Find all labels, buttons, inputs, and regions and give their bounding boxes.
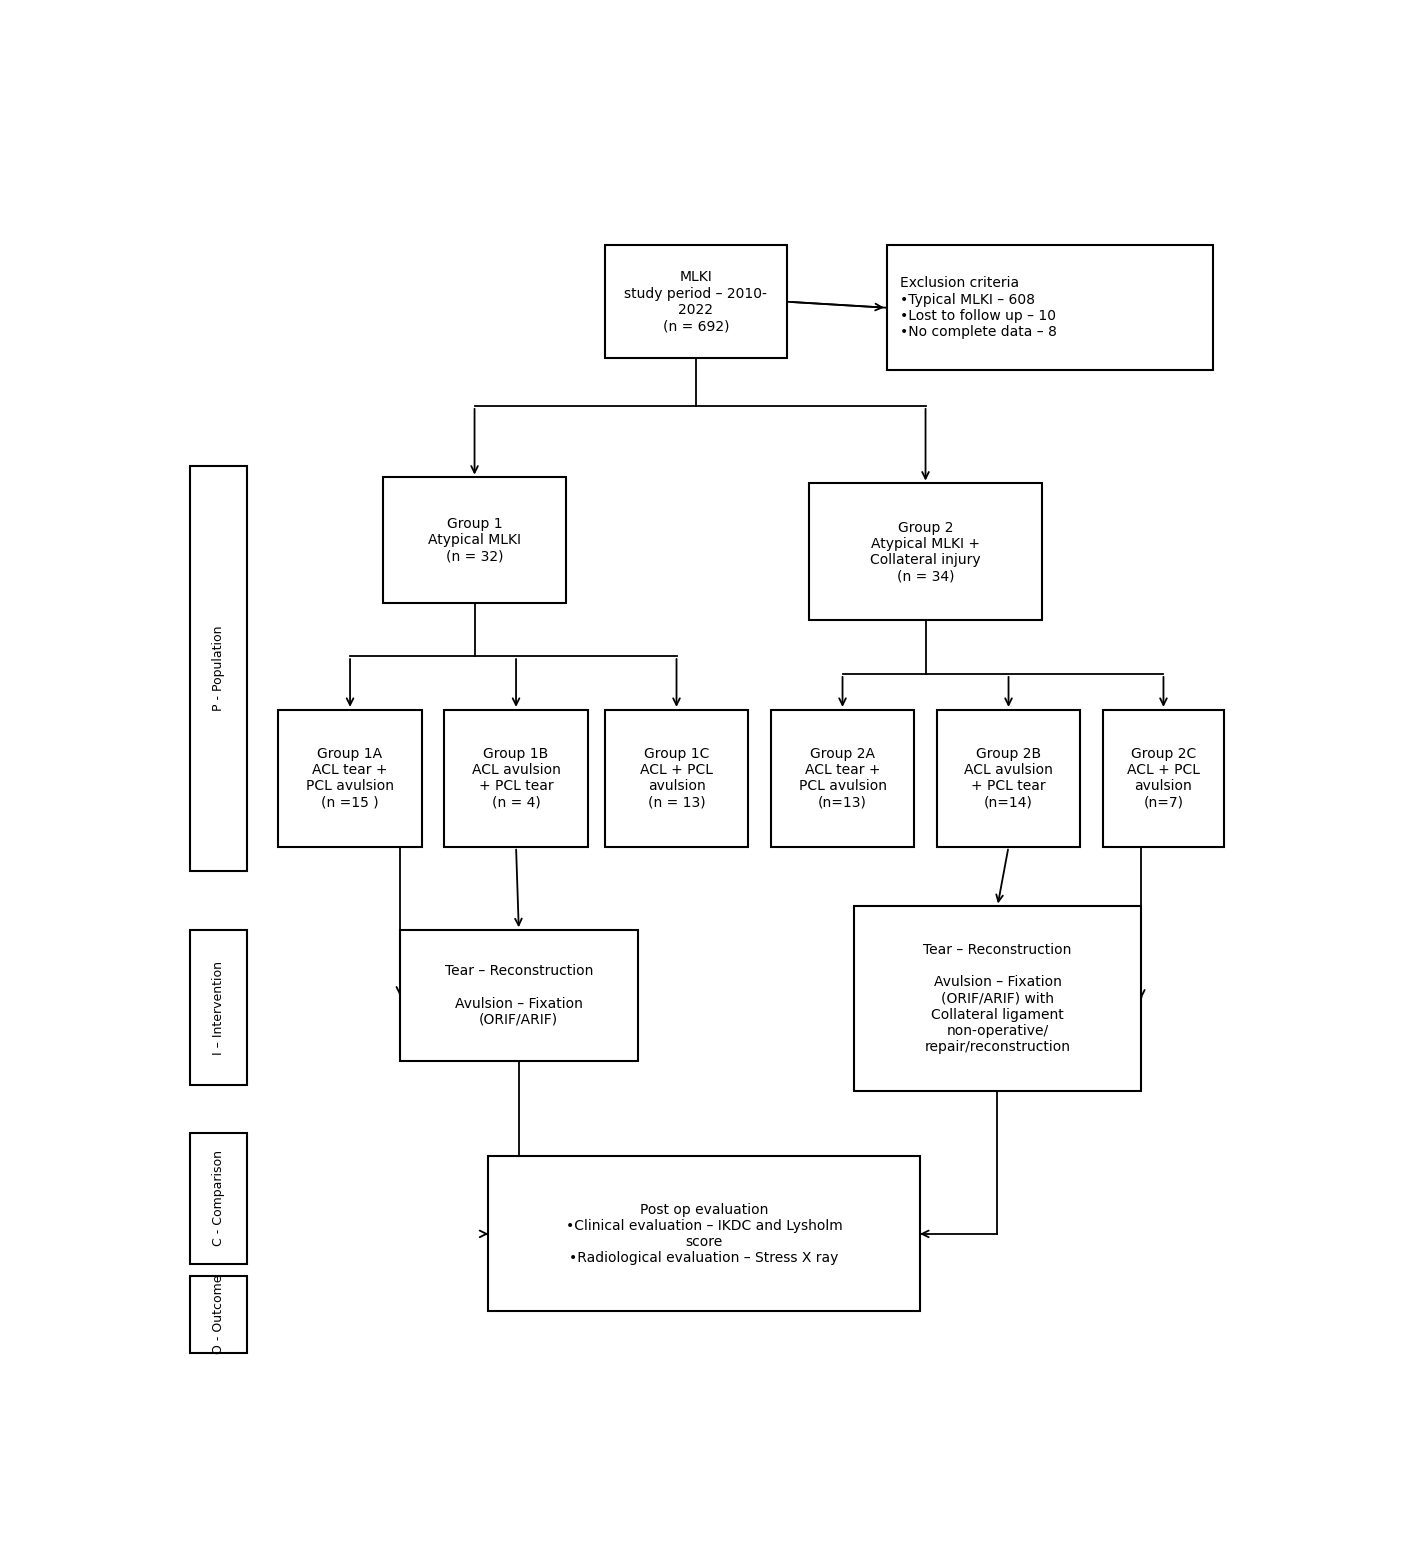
FancyBboxPatch shape: [810, 483, 1041, 620]
Text: Group 2A
ACL tear +
PCL avulsion
(n=13): Group 2A ACL tear + PCL avulsion (n=13): [798, 747, 887, 809]
FancyBboxPatch shape: [604, 710, 748, 846]
Text: O - Outcome: O - Outcome: [211, 1275, 224, 1354]
FancyBboxPatch shape: [771, 710, 914, 846]
FancyBboxPatch shape: [937, 710, 1081, 846]
FancyBboxPatch shape: [444, 710, 588, 846]
Text: Exclusion criteria
•Typical MLKI – 608
•Lost to follow up – 10
•No complete data: Exclusion criteria •Typical MLKI – 608 •…: [900, 277, 1057, 339]
FancyBboxPatch shape: [488, 1157, 920, 1312]
Text: Tear – Reconstruction

Avulsion – Fixation
(ORIF/ARIF) with
Collateral ligament
: Tear – Reconstruction Avulsion – Fixatio…: [924, 944, 1071, 1054]
FancyBboxPatch shape: [887, 246, 1214, 370]
Text: Tear – Reconstruction

Avulsion – Fixation
(ORIF/ARIF): Tear – Reconstruction Avulsion – Fixatio…: [444, 964, 593, 1027]
FancyBboxPatch shape: [854, 907, 1141, 1091]
Text: Post op evaluation
•Clinical evaluation – IKDC and Lysholm
score
•Radiological e: Post op evaluation •Clinical evaluation …: [565, 1202, 843, 1265]
FancyBboxPatch shape: [190, 1132, 247, 1264]
FancyBboxPatch shape: [190, 1276, 247, 1354]
FancyBboxPatch shape: [383, 478, 565, 603]
Text: Group 2C
ACL + PCL
avulsion
(n=7): Group 2C ACL + PCL avulsion (n=7): [1127, 747, 1200, 809]
Text: MLKI
study period – 2010-
2022
(n = 692): MLKI study period – 2010- 2022 (n = 692): [624, 271, 767, 333]
FancyBboxPatch shape: [278, 710, 423, 846]
Text: P - Population: P - Population: [211, 625, 224, 710]
Text: Group 1B
ACL avulsion
+ PCL tear
(n = 4): Group 1B ACL avulsion + PCL tear (n = 4): [471, 747, 560, 809]
Text: Group 1A
ACL tear +
PCL avulsion
(n =15 ): Group 1A ACL tear + PCL avulsion (n =15 …: [306, 747, 394, 809]
Text: Group 1
Atypical MLKI
(n = 32): Group 1 Atypical MLKI (n = 32): [428, 517, 521, 563]
Text: C - Comparison: C - Comparison: [211, 1149, 224, 1247]
FancyBboxPatch shape: [190, 466, 247, 871]
FancyBboxPatch shape: [400, 930, 638, 1061]
Text: Group 2
Atypical MLKI +
Collateral injury
(n = 34): Group 2 Atypical MLKI + Collateral injur…: [870, 521, 981, 583]
Text: Group 1C
ACL + PCL
avulsion
(n = 13): Group 1C ACL + PCL avulsion (n = 13): [640, 747, 713, 809]
Text: I – Intervention: I – Intervention: [211, 961, 224, 1055]
FancyBboxPatch shape: [1102, 710, 1224, 846]
Text: Group 2B
ACL avulsion
+ PCL tear
(n=14): Group 2B ACL avulsion + PCL tear (n=14): [964, 747, 1052, 809]
FancyBboxPatch shape: [190, 930, 247, 1084]
FancyBboxPatch shape: [604, 246, 787, 359]
